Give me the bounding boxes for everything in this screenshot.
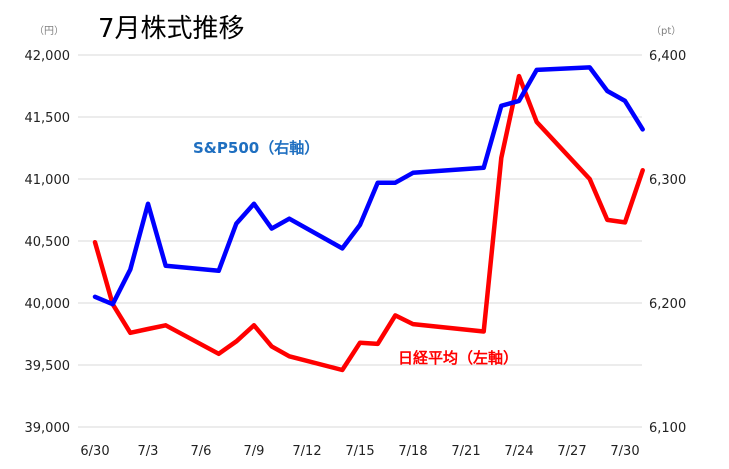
x-tick-label: 7/27 [557,444,586,459]
right-tick-label: 6,200 [649,297,686,312]
series-line-nikkei [92,73,645,373]
left-tick-label: 39,000 [25,421,71,436]
left-tick-label: 42,000 [25,49,71,64]
x-tick-label: 7/15 [345,444,374,459]
x-axis-ticks: 6/30 7/3 7/6 7/9 7/12 7/15 7/18 7/21 7/24 7/27 7/3… [80,444,639,459]
right-tick-label: 6,300 [649,173,686,188]
left-axis-unit: （円） [34,26,64,37]
x-tick-label: 7/30 [610,444,639,459]
left-tick-label: 41,000 [25,173,71,188]
series-line-sp500 [92,65,645,307]
series-lines [92,65,645,373]
left-tick-label: 40,000 [25,297,71,312]
x-tick-label: 7/18 [398,444,427,459]
right-tick-label: 6,100 [649,421,686,436]
left-axis-ticks: 39,000 39,500 40,000 40,500 41,000 41,500 42,0… [25,49,71,436]
series-label-sp500: S&P500（右軸） [193,139,320,157]
x-tick-label: 7/6 [191,444,212,459]
chart-title: 7月株式推移 [98,14,245,44]
left-tick-label: 39,500 [25,359,71,374]
right-axis-unit: （pt） [651,26,682,37]
gridlines [78,54,642,428]
x-tick-label: 6/30 [80,444,109,459]
x-tick-label: 7/9 [244,444,265,459]
left-tick-label: 41,500 [25,111,71,126]
left-tick-label: 40,500 [25,235,71,250]
right-tick-label: 6,400 [649,49,686,64]
right-axis-ticks: 6,100 6,200 6,300 6,400 [649,49,686,436]
x-tick-label: 7/24 [504,444,533,459]
x-tick-label: 7/12 [292,444,321,459]
x-tick-label: 7/3 [138,444,159,459]
series-label-nikkei: 日経平均（左軸） [398,349,519,367]
x-tick-label: 7/21 [451,444,480,459]
